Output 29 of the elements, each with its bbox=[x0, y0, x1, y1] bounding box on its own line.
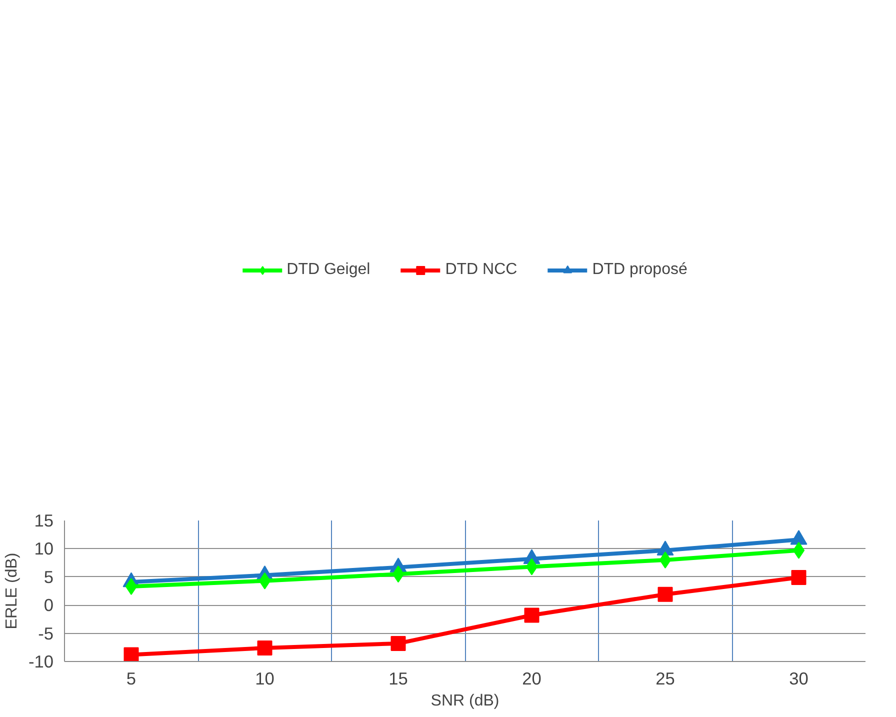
x-tick-label: 20 bbox=[522, 668, 542, 688]
x-tick-label: 25 bbox=[656, 668, 675, 688]
y-tick-label: 0 bbox=[44, 595, 54, 616]
legend-label: DTD Geigel bbox=[286, 261, 370, 279]
legend-label: DTD proposé bbox=[592, 261, 688, 279]
point bbox=[124, 647, 139, 662]
y-axis-title: ERLE (dB) bbox=[3, 552, 20, 630]
y-tick-label: -10 bbox=[28, 652, 54, 672]
x-tick-label: 5 bbox=[126, 668, 136, 688]
point bbox=[526, 558, 538, 576]
y-tick-label: -5 bbox=[38, 623, 54, 644]
y-tick-label: 15 bbox=[34, 510, 54, 530]
point bbox=[659, 551, 672, 568]
point bbox=[524, 608, 540, 623]
point bbox=[792, 542, 805, 559]
point bbox=[125, 578, 138, 595]
y-tick-label: 5 bbox=[44, 566, 54, 587]
x-tick-label: 15 bbox=[388, 668, 408, 688]
point bbox=[390, 636, 406, 651]
x-tick-label: 10 bbox=[255, 668, 274, 688]
point bbox=[658, 586, 673, 602]
point bbox=[392, 566, 404, 583]
x-axis-title: SNR (dB) bbox=[430, 692, 500, 710]
point bbox=[258, 572, 271, 590]
point bbox=[257, 640, 272, 656]
point bbox=[791, 570, 806, 585]
y-tick-label: 10 bbox=[34, 538, 54, 559]
x-tick-label: 30 bbox=[789, 668, 808, 688]
legend-label: DTD NCC bbox=[445, 261, 518, 279]
